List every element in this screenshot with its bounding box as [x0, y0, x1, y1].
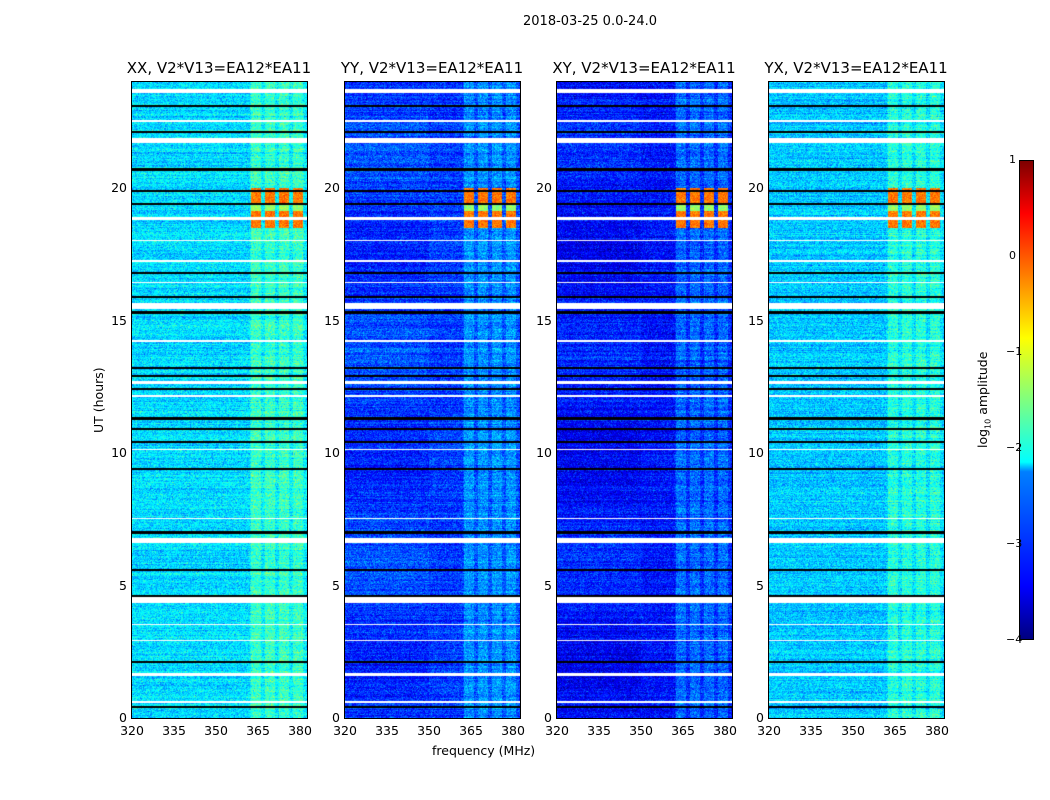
y-tick-label: 10: [324, 445, 340, 460]
colorbar-label: log10 amplitude: [975, 351, 993, 448]
y-axis-label: UT (hours): [91, 367, 106, 433]
x-tick-label: 380: [713, 723, 737, 738]
y-tick-label: 5: [756, 577, 764, 593]
colorbar: [1019, 160, 1034, 640]
y-tick-label: 15: [324, 312, 340, 328]
y-tick-label: 5: [544, 577, 552, 593]
y-tick-label: 0: [332, 710, 340, 725]
y-tick-label: 0: [756, 710, 764, 725]
y-tick-label: 10: [536, 445, 552, 460]
x-tick-label: 320: [545, 723, 569, 738]
x-tick-label: 335: [799, 723, 823, 738]
x-tick-label: 380: [501, 723, 525, 738]
x-tick-label: 335: [587, 723, 611, 738]
x-tick-label: 320: [120, 723, 144, 738]
x-tick-label: 365: [671, 723, 695, 738]
y-tick-label: 5: [332, 577, 340, 593]
x-tick-label: 320: [757, 723, 781, 738]
x-tick-label: 350: [841, 723, 865, 738]
x-tick-label: 380: [925, 723, 949, 738]
y-tick-label: 5: [119, 577, 127, 593]
colorbar-tick-label: −1: [1006, 345, 1023, 358]
colorbar-tick-label: −3: [1006, 537, 1023, 550]
panel-title-3: YX, V2*V13=EA12*EA11: [764, 59, 948, 77]
y-tick-label: 10: [111, 445, 127, 460]
heatmap-panel-1: [344, 81, 521, 719]
x-tick-label: 350: [204, 723, 228, 738]
colorbar-tick-label: −4: [1006, 633, 1023, 646]
y-tick-label: 20: [536, 180, 552, 195]
colorbar-tick-label: −2: [1006, 441, 1023, 454]
heatmap-canvas-3: [769, 82, 944, 718]
x-tick-label: 380: [288, 723, 312, 738]
x-tick-label: 365: [246, 723, 270, 738]
x-tick-label: 335: [162, 723, 186, 738]
y-tick-label: 20: [111, 180, 127, 195]
x-tick-label: 350: [417, 723, 441, 738]
panel-title-0: XX, V2*V13=EA12*EA11: [126, 59, 312, 77]
y-tick-label: 15: [536, 312, 552, 328]
x-tick-label: 365: [883, 723, 907, 738]
heatmap-panel-3: [768, 81, 945, 719]
y-tick-label: 15: [748, 312, 764, 328]
y-tick-label: 15: [111, 312, 127, 328]
colorbar-tick-label: 1: [1009, 153, 1016, 166]
y-tick-label: 10: [748, 445, 764, 460]
x-tick-label: 320: [333, 723, 357, 738]
y-tick-label: 0: [544, 710, 552, 725]
x-tick-label: 365: [459, 723, 483, 738]
heatmap-canvas-0: [132, 82, 307, 718]
y-tick-label: 0: [119, 710, 127, 725]
x-axis-label: frequency (MHz): [432, 743, 536, 758]
colorbar-tick-label: 0: [1009, 249, 1016, 262]
heatmap-panel-2: [556, 81, 733, 719]
y-tick-label: 20: [748, 180, 764, 195]
heatmap-canvas-2: [557, 82, 732, 718]
panel-title-1: YY, V2*V13=EA12*EA11: [340, 59, 524, 77]
heatmap-panel-0: [131, 81, 308, 719]
heatmap-canvas-1: [345, 82, 520, 718]
panel-title-2: XY, V2*V13=EA12*EA11: [552, 59, 736, 77]
figure-title: 2018-03-25 0.0-24.0: [523, 14, 657, 29]
x-tick-label: 350: [629, 723, 653, 738]
x-tick-label: 335: [375, 723, 399, 738]
y-tick-label: 20: [324, 180, 340, 195]
